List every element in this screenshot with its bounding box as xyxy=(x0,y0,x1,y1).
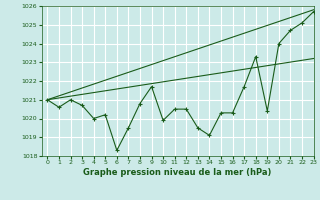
X-axis label: Graphe pression niveau de la mer (hPa): Graphe pression niveau de la mer (hPa) xyxy=(84,168,272,177)
